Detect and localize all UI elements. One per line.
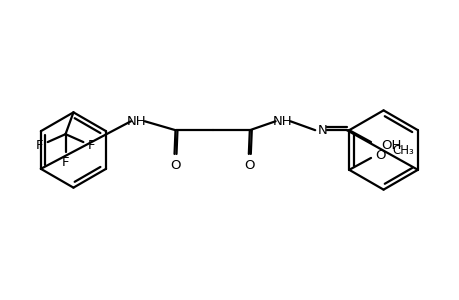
Text: F: F bbox=[87, 139, 95, 152]
Text: NH: NH bbox=[272, 115, 291, 128]
Text: O: O bbox=[244, 159, 254, 172]
Text: O: O bbox=[170, 159, 180, 172]
Text: OH: OH bbox=[380, 139, 400, 152]
Text: NH: NH bbox=[127, 115, 146, 128]
Text: F: F bbox=[62, 156, 69, 170]
Text: F: F bbox=[36, 139, 44, 152]
Text: N: N bbox=[317, 124, 326, 137]
Text: O: O bbox=[374, 149, 385, 162]
Text: CH₃: CH₃ bbox=[392, 143, 414, 157]
